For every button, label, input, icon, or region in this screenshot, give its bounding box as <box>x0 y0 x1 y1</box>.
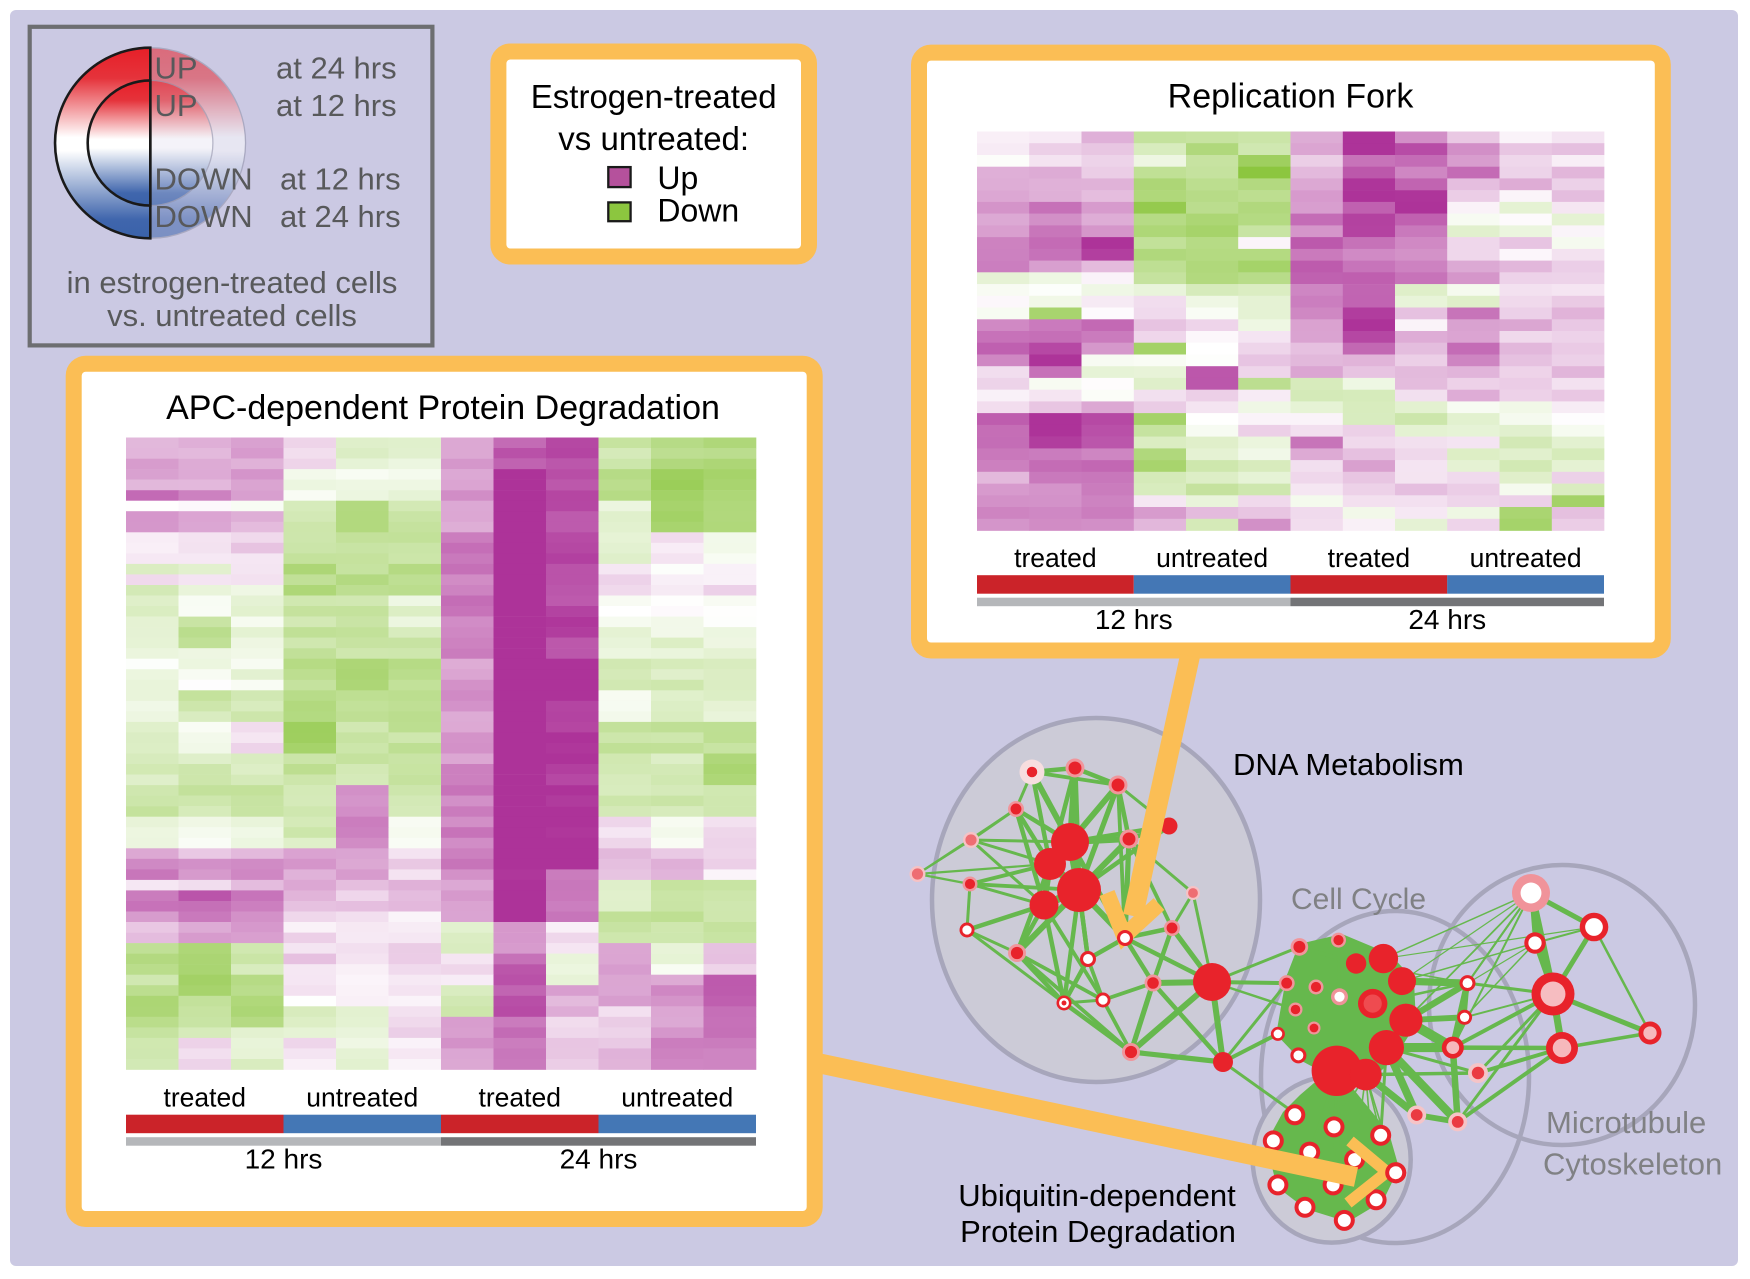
svg-text:Down: Down <box>657 193 739 229</box>
svg-text:DOWN: DOWN <box>155 199 253 234</box>
svg-text:Estrogen-treated: Estrogen-treated <box>531 78 777 115</box>
svg-text:untreated: untreated <box>621 1083 733 1113</box>
svg-text:Cytoskeleton: Cytoskeleton <box>1543 1147 1722 1182</box>
svg-text:treated: treated <box>1328 543 1411 573</box>
svg-text:untreated: untreated <box>1470 543 1582 573</box>
svg-text:treated: treated <box>163 1083 246 1113</box>
svg-text:DNA Metabolism: DNA Metabolism <box>1233 747 1464 782</box>
svg-text:Replication Fork: Replication Fork <box>1168 78 1415 116</box>
svg-text:Protein Degradation: Protein Degradation <box>960 1214 1236 1249</box>
svg-text:12 hrs: 12 hrs <box>1095 604 1173 635</box>
svg-text:vs untreated:: vs untreated: <box>558 120 749 157</box>
svg-text:untreated: untreated <box>306 1083 418 1113</box>
svg-text:Up: Up <box>657 160 698 196</box>
svg-text:at 12 hrs: at 12 hrs <box>276 88 397 123</box>
svg-text:at 24 hrs: at 24 hrs <box>276 51 397 86</box>
svg-text:Cell Cycle: Cell Cycle <box>1291 883 1426 916</box>
svg-text:in estrogen-treated cells: in estrogen-treated cells <box>67 265 398 300</box>
svg-text:Ubiquitin-dependent: Ubiquitin-dependent <box>958 1178 1236 1213</box>
svg-text:Microtubule: Microtubule <box>1546 1105 1706 1140</box>
svg-text:untreated: untreated <box>1156 543 1268 573</box>
svg-text:UP: UP <box>155 51 198 86</box>
svg-text:24 hrs: 24 hrs <box>1408 604 1486 635</box>
svg-text:vs. untreated cells: vs. untreated cells <box>107 298 357 333</box>
svg-text:at 24 hrs: at 24 hrs <box>280 199 401 234</box>
svg-text:DOWN: DOWN <box>155 162 253 197</box>
svg-text:APC-dependent Protein Degradat: APC-dependent Protein Degradation <box>166 389 720 427</box>
svg-text:treated: treated <box>1014 543 1097 573</box>
svg-text:treated: treated <box>478 1083 561 1113</box>
svg-text:UP: UP <box>155 88 198 123</box>
svg-text:24 hrs: 24 hrs <box>560 1144 638 1175</box>
svg-text:12 hrs: 12 hrs <box>245 1144 323 1175</box>
svg-text:at 12 hrs: at 12 hrs <box>280 162 401 197</box>
